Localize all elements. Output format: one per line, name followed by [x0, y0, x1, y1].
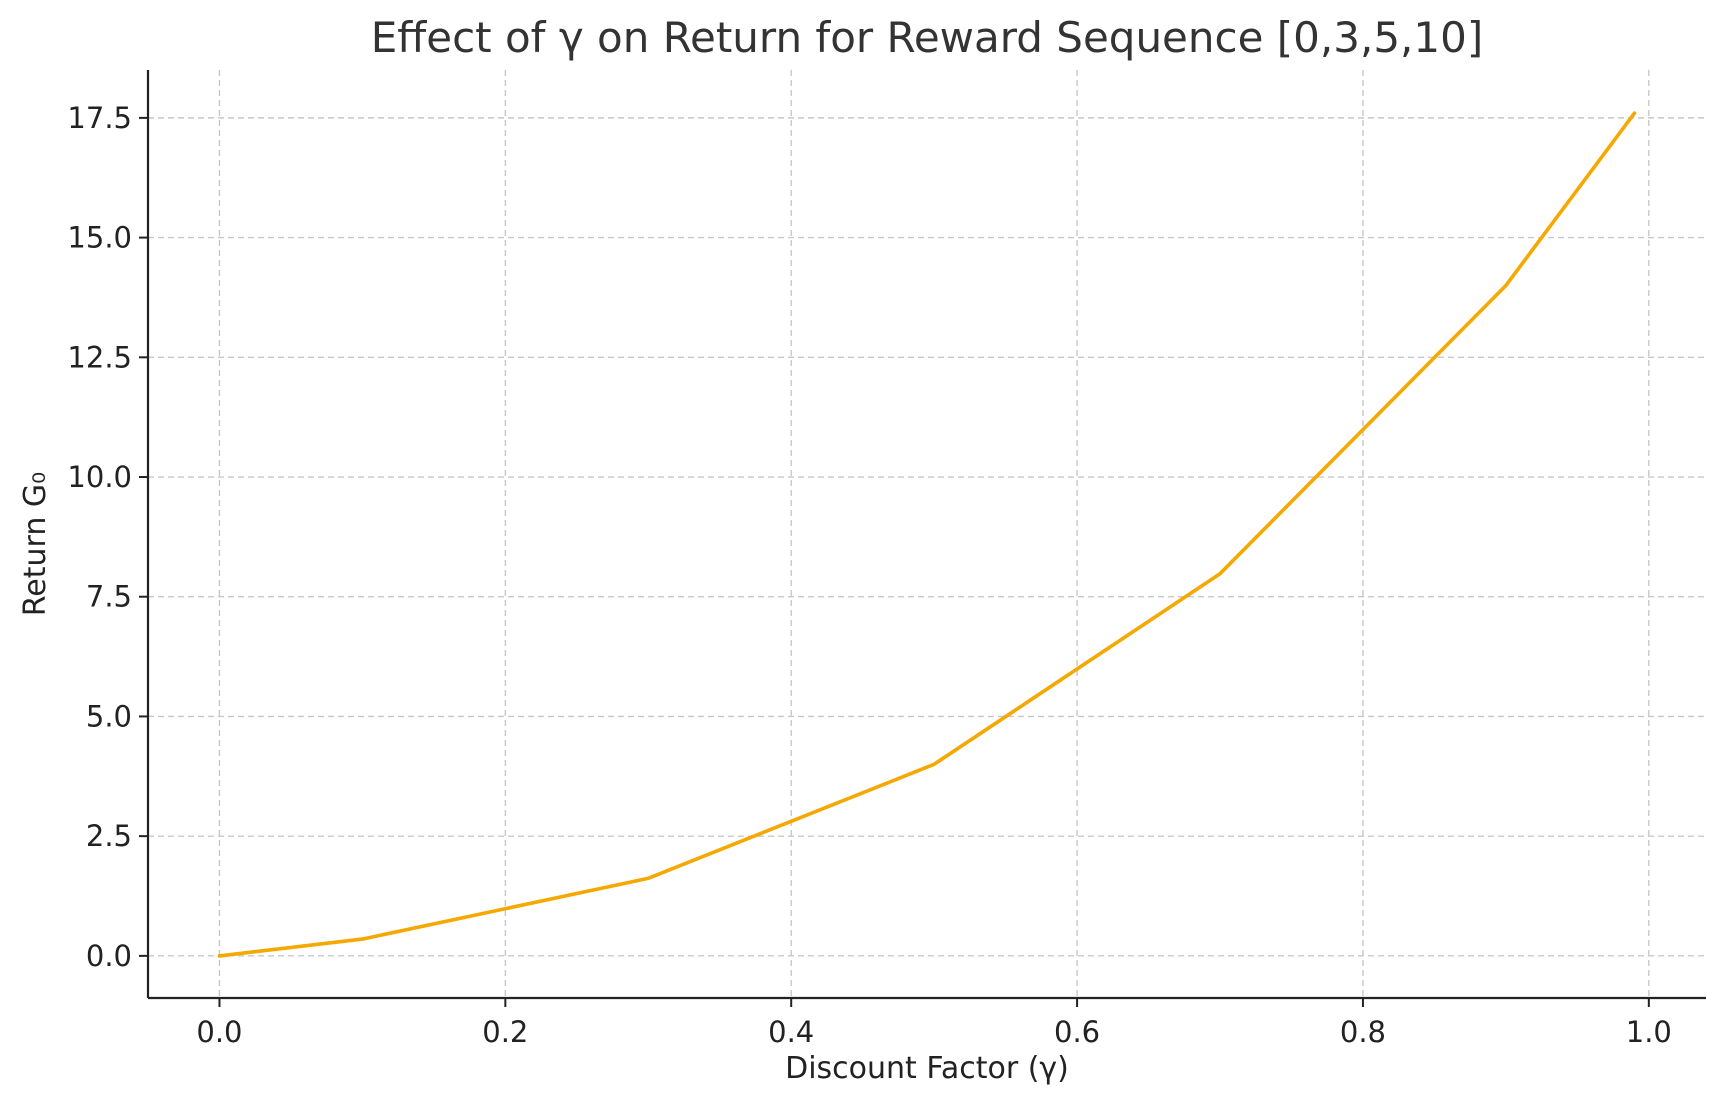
y-ticks: 0.0 2.5 5.0 7.5 10.0 12.5 15.0 17.5 [67, 101, 148, 973]
y-tick-label: 2.5 [86, 819, 132, 853]
y-tick-label: 0.0 [86, 939, 132, 973]
y-tick-label: 10.0 [67, 460, 132, 494]
x-tick-label: 0.6 [1054, 1015, 1100, 1049]
x-tick-label: 0.4 [768, 1015, 814, 1049]
x-tick-label: 0.0 [196, 1015, 242, 1049]
y-tick-label: 5.0 [86, 699, 132, 733]
y-tick-label: 17.5 [67, 101, 132, 135]
chart-title: Effect of γ on Return for Reward Sequenc… [371, 13, 1483, 62]
grid [148, 70, 1706, 998]
y-tick-label: 7.5 [86, 580, 132, 614]
axes [146, 70, 1706, 1000]
series-layer [217, 111, 1637, 958]
series-line [217, 111, 1637, 958]
x-ticks: 0.0 0.2 0.4 0.6 0.8 1.0 [196, 998, 1672, 1049]
y-tick-label: 15.0 [67, 221, 132, 255]
x-tick-label: 1.0 [1626, 1015, 1672, 1049]
x-tick-label: 0.8 [1340, 1015, 1386, 1049]
y-axis-label: Return G₀ [18, 472, 53, 616]
x-axis-label: Discount Factor (γ) [785, 1051, 1069, 1086]
y-tick-label: 12.5 [67, 340, 132, 374]
x-tick-label: 0.2 [482, 1015, 528, 1049]
